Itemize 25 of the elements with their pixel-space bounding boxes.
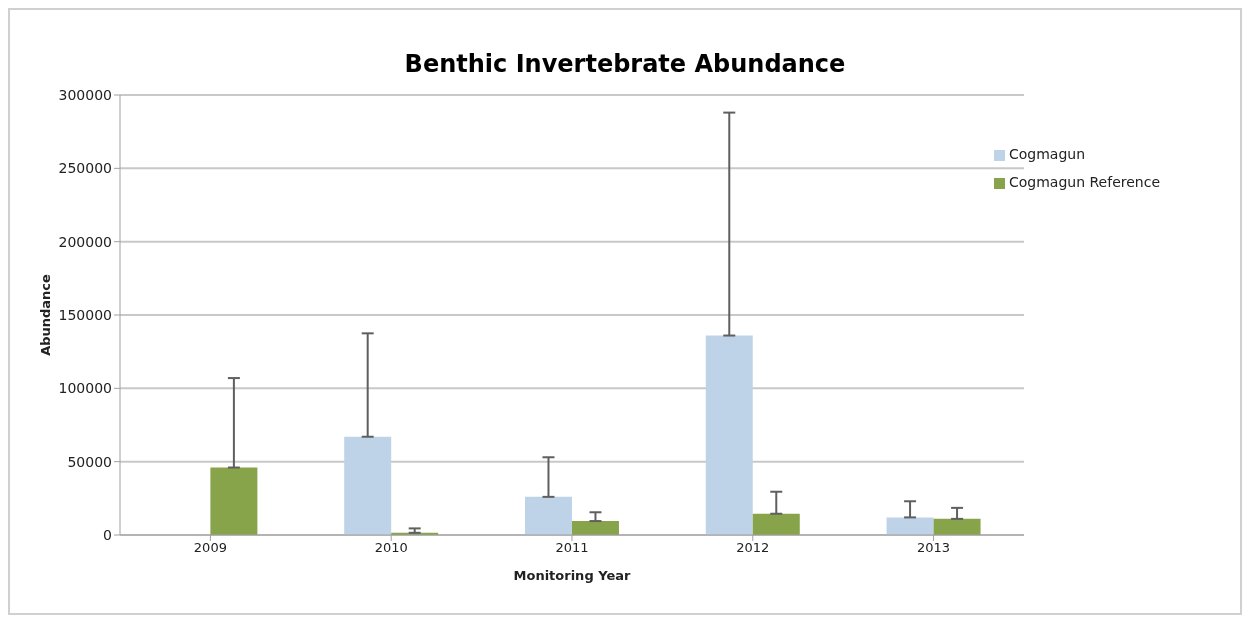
x-tick-label: 2013 [917,540,951,556]
x-tick-label: 2010 [374,540,408,556]
y-tick-label: 100000 [58,380,112,397]
x-tick-label: 2011 [555,540,589,556]
bar [344,436,392,535]
x-tick-label: 2012 [736,540,770,556]
bar [933,518,981,535]
y-tick-label: 150000 [58,306,112,323]
legend-label: Cogmagun Reference [1008,174,1160,190]
y-tick-label: 300000 [58,86,112,103]
bar [886,517,934,535]
y-tick-label: 200000 [58,233,112,250]
legend-label: Cogmagun [1008,146,1086,162]
bar [752,513,800,535]
bar [705,335,753,535]
bar [571,521,619,535]
y-tick-label: 50000 [67,453,112,470]
x-axis-title: Monitoring Year [513,568,632,583]
chart-title: Benthic Invertebrate Abundance [403,50,847,80]
y-tick-label: 0 [103,526,112,543]
y-tick-label: 250000 [58,160,112,177]
y-axis-title: Abundance [37,273,53,356]
bar [210,467,258,535]
x-tick-label: 2009 [193,540,227,556]
bar [524,496,572,535]
